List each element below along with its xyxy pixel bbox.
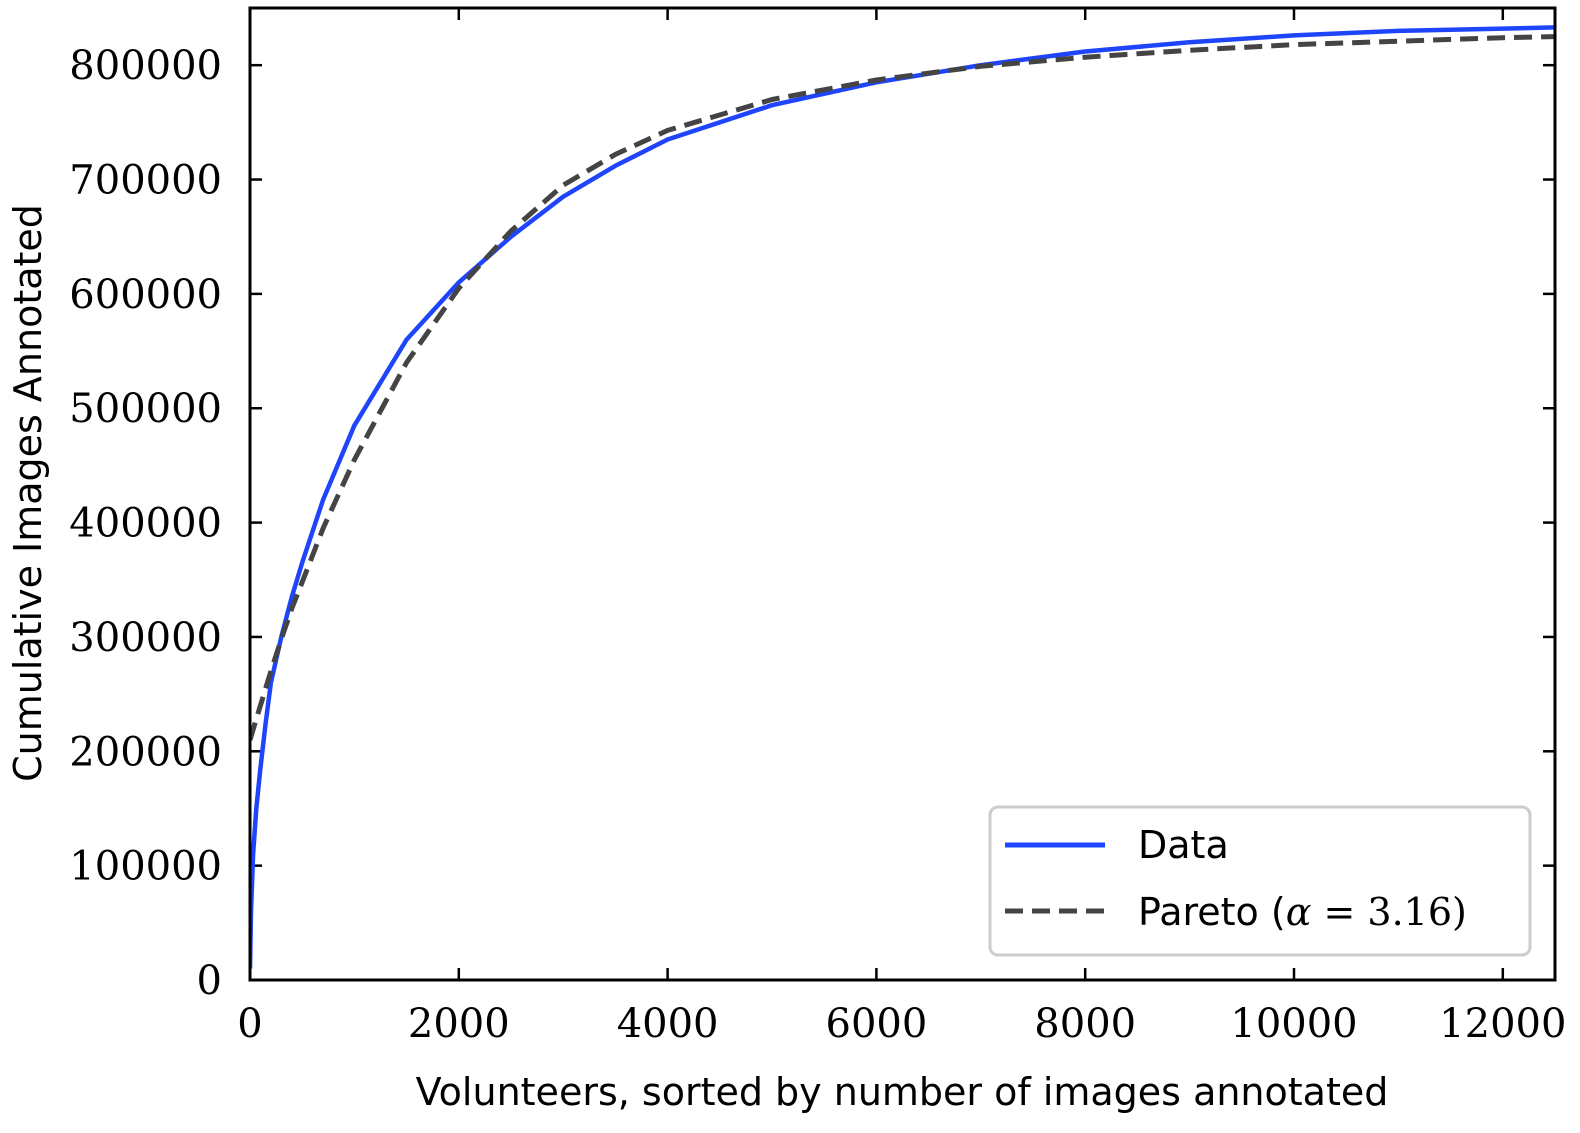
y-tick-label: 300000 xyxy=(69,615,222,661)
legend: Data Pareto (α = 3.16) xyxy=(988,805,1532,957)
legend-pareto-prefix: Pareto ( xyxy=(1138,890,1286,934)
x-tick-label: 10000 xyxy=(1230,1001,1357,1047)
x-tick-label: 6000 xyxy=(826,1001,928,1047)
y-tick-label: 0 xyxy=(197,958,222,1004)
plot-series xyxy=(250,25,1555,969)
y-tick-label: 500000 xyxy=(69,386,222,432)
plot-frame xyxy=(248,6,1557,982)
y-tick-label: 200000 xyxy=(69,729,222,775)
legend-label-pareto: Pareto (α = 3.16) xyxy=(1138,890,1467,934)
x-tick-label: 0 xyxy=(237,1001,262,1047)
y-axis-ticks: 0 100000 200000 300000 400000 500000 600000 700… xyxy=(69,43,1555,1004)
legend-pareto-alpha: α xyxy=(1286,890,1312,934)
y-tick-label: 100000 xyxy=(69,844,222,890)
x-axis-ticks: 0 2000 4000 6000 8000 10000 12000 xyxy=(237,8,1566,1047)
y-tick-label: 800000 xyxy=(69,43,222,89)
x-axis-label: Volunteers, sorted by number of images a… xyxy=(416,1070,1389,1114)
x-tick-label: 4000 xyxy=(617,1001,719,1047)
series-line-pareto xyxy=(250,34,1555,741)
x-tick-label: 8000 xyxy=(1034,1001,1136,1047)
legend-label-data: Data xyxy=(1138,823,1229,867)
x-tick-label: 12000 xyxy=(1439,1001,1566,1047)
y-tick-label: 400000 xyxy=(69,501,222,547)
y-tick-label: 600000 xyxy=(69,272,222,318)
y-axis-label: Cumulative Images Annotated xyxy=(6,204,50,782)
x-tick-label: 2000 xyxy=(408,1001,510,1047)
legend-pareto-eq: = 3.16) xyxy=(1311,890,1466,934)
series-line-data xyxy=(250,25,1555,969)
legend-box xyxy=(988,805,1532,957)
y-tick-label: 700000 xyxy=(69,158,222,204)
